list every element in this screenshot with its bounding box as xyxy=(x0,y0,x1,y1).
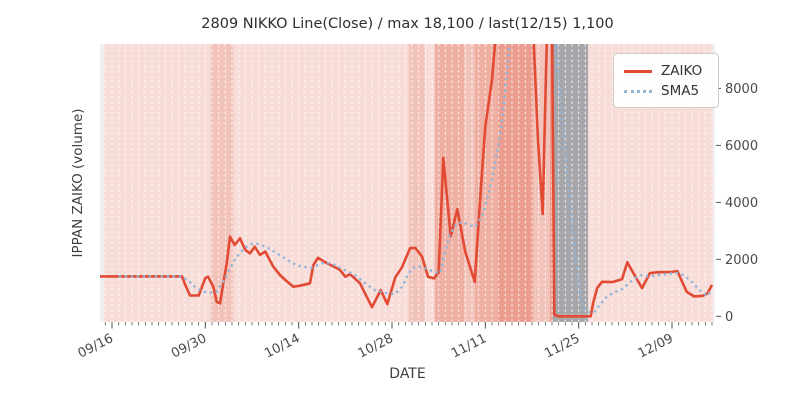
shading-band-base xyxy=(104,44,713,322)
x-tick-label: 09/30 xyxy=(169,331,209,361)
zaiko-line xyxy=(100,44,714,318)
x-tick-label: 09/16 xyxy=(76,331,116,361)
shading-band-L3 xyxy=(474,44,498,322)
chart-title: 2809 NIKKO Line(Close) / max 18,100 / la… xyxy=(201,16,614,32)
y-axis-label: IPPAN ZAIKO (volume) xyxy=(70,108,86,258)
shading-band-L4 xyxy=(550,44,553,322)
shading-band-L2 xyxy=(210,44,234,322)
y-tick-label: 2000 xyxy=(725,253,758,268)
x-tick-label: 11/11 xyxy=(449,331,489,361)
y-tick-label: 4000 xyxy=(725,196,758,211)
shading-band-L4 xyxy=(497,44,534,322)
sma5-line-swatch-icon xyxy=(624,89,652,93)
shading-band-L2 xyxy=(464,44,475,322)
shading-band-gray xyxy=(552,44,588,322)
x-tick-label: 11/25 xyxy=(542,331,582,361)
x-tick-label: 10/14 xyxy=(262,331,302,361)
y-tick-label: 0 xyxy=(725,310,733,325)
y-tick-label: 8000 xyxy=(725,82,758,97)
zaiko-line-swatch-icon xyxy=(624,69,652,73)
y-tick-label: 6000 xyxy=(725,139,758,154)
legend: ZAIKO SMA5 xyxy=(613,53,719,108)
legend-item-zaiko: ZAIKO xyxy=(614,61,718,81)
x-tick-label: 10/28 xyxy=(356,331,396,361)
legend-label-sma5: SMA5 xyxy=(661,83,700,99)
sma5-line xyxy=(118,44,713,314)
legend-item-sma5: SMA5 xyxy=(614,81,718,101)
shading-band-L2 xyxy=(408,44,425,322)
shading-band-L3 xyxy=(434,44,464,322)
legend-label-zaiko: ZAIKO xyxy=(661,63,703,79)
x-tick-label: 12/09 xyxy=(636,331,676,361)
x-axis-label: DATE xyxy=(389,366,426,382)
